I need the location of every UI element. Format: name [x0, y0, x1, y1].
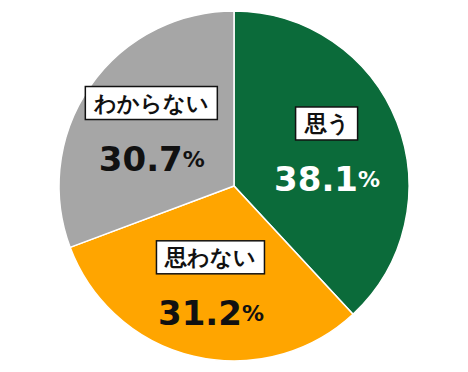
labels: 思う 38.1% 思わない 31.2% わからない 30.7% — [85, 87, 380, 334]
label-box — [296, 107, 358, 140]
category-label: わからない — [93, 91, 209, 116]
data-label: 38.1% — [274, 159, 380, 199]
label-box — [85, 87, 217, 120]
data-label: 31.2% — [158, 293, 264, 333]
category-label-group: わからない — [85, 87, 217, 120]
chart: 思う 38.1% 思わない 31.2% わからない 30.7% — [0, 0, 468, 372]
label-box — [156, 241, 264, 274]
category-label: 思わない — [164, 245, 256, 270]
pie — [59, 11, 409, 361]
category-label: 思う — [304, 111, 350, 136]
pie-slice — [59, 11, 234, 247]
category-label-group: 思わない — [156, 241, 264, 274]
data-label: 30.7% — [99, 139, 205, 179]
category-label-group: 思う — [296, 107, 358, 140]
